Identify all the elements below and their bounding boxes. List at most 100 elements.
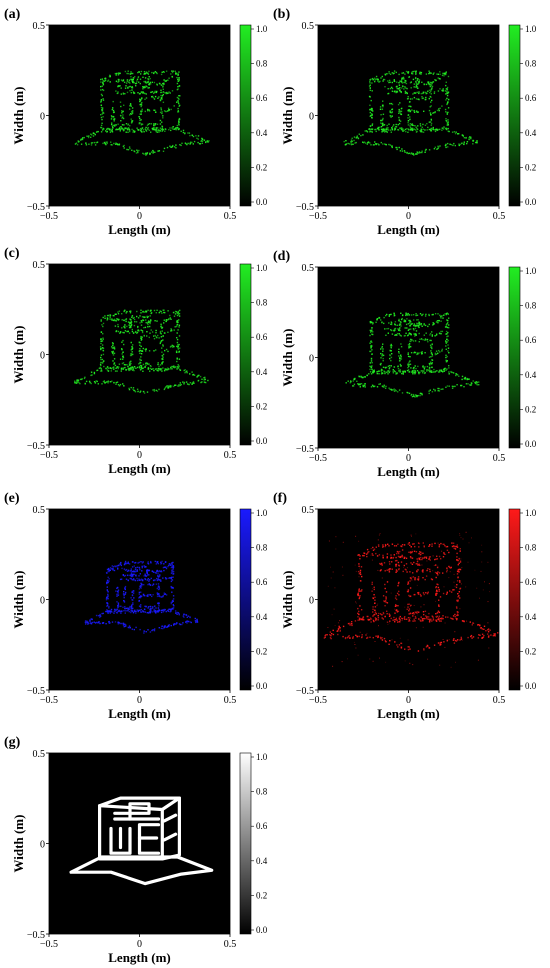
point (140, 366, 142, 368)
point (130, 349, 132, 351)
point (417, 569, 419, 571)
point (428, 70, 430, 72)
point (417, 353, 419, 355)
point (422, 339, 424, 341)
point (355, 137, 357, 139)
point (448, 551, 450, 554)
point (91, 618, 93, 621)
point (446, 591, 448, 593)
point (188, 383, 190, 386)
point (399, 80, 401, 82)
point (154, 123, 157, 125)
point (430, 96, 432, 98)
point (178, 335, 181, 337)
point (463, 386, 465, 388)
point (162, 115, 164, 117)
point (371, 384, 374, 386)
point (153, 81, 156, 84)
point (432, 313, 434, 316)
point (391, 353, 393, 355)
point (159, 119, 162, 122)
point (357, 616, 359, 618)
point (139, 362, 141, 364)
point (446, 88, 448, 90)
colorbar-tick-label: 0.6 (525, 577, 537, 587)
point (410, 334, 412, 336)
point (163, 147, 166, 150)
point (430, 346, 432, 348)
point (396, 559, 398, 562)
point (136, 331, 139, 334)
point (453, 589, 455, 591)
point (139, 103, 141, 106)
point (148, 593, 150, 596)
point (157, 571, 159, 573)
point (384, 328, 386, 330)
point (124, 587, 126, 589)
point (408, 363, 411, 366)
point (445, 546, 447, 548)
point (147, 315, 149, 318)
point (194, 617, 196, 620)
point (370, 345, 372, 347)
point (420, 351, 422, 354)
point (121, 610, 123, 613)
x-tick-label: −0.5 (309, 695, 327, 706)
point (107, 314, 110, 317)
point (151, 607, 154, 610)
point (329, 631, 332, 633)
point (463, 620, 465, 623)
point (434, 335, 436, 337)
point (107, 380, 109, 382)
point (163, 79, 165, 81)
point (388, 315, 390, 317)
point (414, 153, 417, 155)
point (459, 550, 461, 552)
point (428, 313, 430, 316)
point (176, 368, 178, 370)
point (118, 80, 120, 82)
point (413, 369, 415, 371)
point (140, 578, 143, 580)
point (131, 149, 133, 151)
point (135, 367, 137, 369)
point (182, 615, 184, 617)
point (131, 628, 133, 630)
point (197, 379, 200, 382)
point (431, 335, 433, 337)
point (131, 315, 134, 317)
point (100, 319, 102, 321)
point (351, 624, 353, 627)
point (136, 310, 138, 313)
point (124, 588, 126, 591)
point (412, 620, 414, 622)
point (447, 121, 449, 123)
point (407, 323, 410, 325)
point (101, 108, 103, 111)
point (100, 116, 103, 119)
point (157, 611, 159, 613)
point (413, 128, 416, 130)
point (437, 642, 440, 644)
point (95, 380, 97, 382)
point (422, 557, 424, 559)
point (148, 129, 151, 131)
point (107, 593, 109, 596)
point (397, 561, 400, 564)
point (104, 142, 106, 145)
colorbar-tick-label: 0.2 (256, 162, 267, 172)
point (372, 615, 374, 617)
point (130, 122, 133, 124)
point (446, 97, 448, 100)
point (156, 90, 158, 93)
point (385, 598, 387, 600)
point (86, 621, 89, 624)
point (409, 82, 412, 84)
point (186, 616, 188, 618)
point (136, 78, 139, 81)
point (140, 390, 142, 392)
point (120, 120, 122, 122)
point (385, 641, 387, 643)
point (447, 331, 449, 334)
y-axis-label: Width (m) (280, 87, 295, 145)
